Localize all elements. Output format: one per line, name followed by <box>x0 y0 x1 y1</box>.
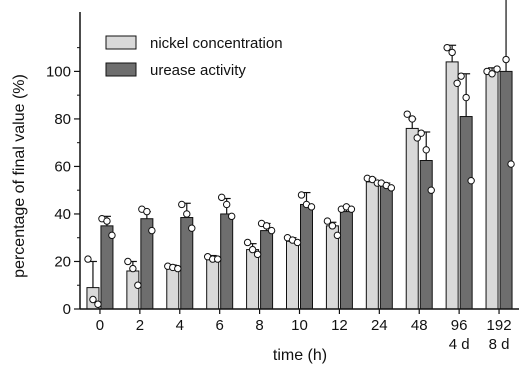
legend: nickel concentration urease activity <box>105 35 283 79</box>
y-tick-label: 40 <box>54 206 71 223</box>
y-tick-label: 0 <box>63 301 71 318</box>
x-tick-label: 48 <box>411 317 428 334</box>
data-point-nickel-12 <box>328 222 337 230</box>
y-tick-label: 100 <box>46 63 71 80</box>
bar-nickel-24 <box>365 181 379 310</box>
y-axis-label: percentage of final value (%) <box>11 74 28 278</box>
legend-label-urease: urease activity <box>150 62 246 79</box>
data-point-nickel-10 <box>293 238 302 247</box>
bar-nickel-4 <box>166 266 180 310</box>
legend-swatch-urease <box>105 62 137 77</box>
bar-nickel-10 <box>286 240 299 310</box>
data-point-urease-12 <box>347 205 356 213</box>
data-point-nickel-48 <box>413 134 421 142</box>
data-point-nickel-192 <box>488 70 496 78</box>
data-point-urease-8 <box>262 222 271 230</box>
bar-nickel-6 <box>206 258 220 310</box>
data-point-nickel-4 <box>174 264 182 273</box>
data-point-urease-4 <box>178 200 186 209</box>
data-point-urease-96 <box>467 176 475 185</box>
data-point-urease-6 <box>227 212 236 221</box>
bar-nickel-2 <box>126 270 140 310</box>
bar-urease-24 <box>379 184 393 310</box>
bar-nickel-96 <box>445 61 459 310</box>
data-point-nickel-12 <box>333 231 342 240</box>
bar-urease-96 <box>459 116 473 310</box>
data-point-urease-192 <box>507 160 515 168</box>
data-point-urease-0 <box>103 217 111 225</box>
x-tick-sublabel: 4 d <box>449 336 470 353</box>
bar-nickel-192 <box>485 70 499 310</box>
x-axis-label: time (h) <box>273 347 327 364</box>
bar-urease-8 <box>260 230 274 310</box>
bar-urease-10 <box>300 203 313 310</box>
y-tick-label: 80 <box>54 111 71 128</box>
data-point-nickel-12 <box>323 217 332 225</box>
data-point-urease-24 <box>387 184 396 192</box>
data-point-nickel-8 <box>253 250 262 259</box>
data-point-urease-6 <box>217 193 226 202</box>
legend-swatch-nickel <box>105 35 137 50</box>
x-tick-sublabel: 8 d <box>489 336 510 353</box>
data-point-nickel-2 <box>134 281 142 289</box>
x-tick-label: 10 <box>291 317 308 334</box>
x-tick-label: 8 <box>255 317 263 334</box>
x-tick-label: 6 <box>216 317 224 334</box>
bar-nickel-8 <box>246 249 260 310</box>
x-tick-label: 12 <box>331 317 348 334</box>
data-point-nickel-96 <box>443 43 451 52</box>
data-point-urease-4 <box>188 224 196 232</box>
points-layer <box>84 43 515 308</box>
data-point-urease-48 <box>417 129 425 137</box>
data-point-nickel-8 <box>248 245 257 254</box>
bar-urease-192 <box>499 70 513 310</box>
data-point-nickel-24 <box>368 175 377 184</box>
x-tick-label: 192 <box>487 317 512 334</box>
bar-urease-12 <box>339 211 353 310</box>
data-point-nickel-48 <box>408 115 416 123</box>
data-point-nickel-48 <box>403 110 411 118</box>
x-tick-label: 2 <box>136 317 144 334</box>
data-point-urease-10 <box>307 203 316 211</box>
data-point-urease-96 <box>457 72 465 80</box>
data-point-urease-192 <box>502 55 510 64</box>
bar-urease-6 <box>220 213 234 310</box>
data-point-nickel-192 <box>493 65 501 73</box>
data-point-urease-4 <box>183 210 191 218</box>
data-point-nickel-0 <box>94 300 102 308</box>
data-point-nickel-0 <box>89 295 97 304</box>
y-tick-label: 60 <box>54 158 71 175</box>
data-point-nickel-2 <box>129 264 137 273</box>
data-point-nickel-96 <box>448 48 456 57</box>
bar-nickel-48 <box>405 127 419 310</box>
x-tick-label: 24 <box>371 317 388 334</box>
data-point-urease-2 <box>148 226 156 235</box>
data-point-urease-48 <box>422 146 430 154</box>
x-tick-label: 96 <box>451 317 468 334</box>
data-point-nickel-8 <box>243 238 252 247</box>
data-point-nickel-6 <box>213 255 222 263</box>
data-point-nickel-96 <box>453 79 461 87</box>
bar-urease-48 <box>419 160 433 310</box>
data-point-urease-6 <box>222 200 231 209</box>
x-tick-label: 4 <box>176 317 184 334</box>
legend-label-nickel: nickel concentration <box>150 35 283 52</box>
data-point-urease-10 <box>297 191 306 199</box>
x-tick-label: 0 <box>96 317 104 334</box>
data-point-urease-48 <box>427 186 435 194</box>
y-tick-label: 20 <box>54 253 71 270</box>
data-point-urease-8 <box>267 226 276 235</box>
data-point-nickel-0 <box>84 255 92 263</box>
data-point-urease-96 <box>462 93 470 102</box>
data-point-urease-2 <box>143 207 151 216</box>
data-point-urease-0 <box>108 231 116 240</box>
data-point-nickel-2 <box>124 257 132 266</box>
